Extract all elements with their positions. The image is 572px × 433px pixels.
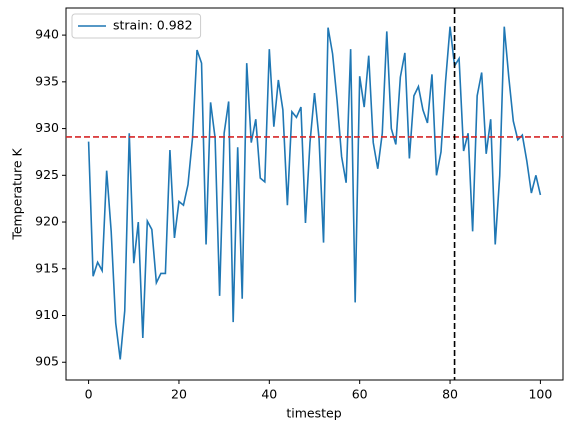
line-series: [87, 26, 542, 360]
y-tick-label: 905: [35, 354, 59, 369]
y-tick-label: 915: [35, 260, 59, 275]
x-tick-label: 100: [528, 387, 552, 402]
x-tick-label: 20: [171, 387, 187, 402]
y-tick-label: 925: [35, 167, 59, 182]
y-tick-label: 935: [35, 73, 59, 88]
y-tick-label: 920: [35, 214, 59, 229]
x-tick-label: 0: [85, 387, 93, 402]
x-axis-label: timestep: [286, 406, 341, 421]
x-tick-label: 80: [442, 387, 458, 402]
y-tick-label: 930: [35, 120, 59, 135]
x-tick-label: 40: [261, 387, 277, 402]
legend-frame: [71, 13, 202, 39]
legend-label: strain: 0.982: [113, 18, 193, 33]
plot-frame: [65, 7, 564, 381]
y-axis-label: Temperature K: [10, 148, 25, 241]
y-tick-label: 940: [35, 27, 59, 42]
y-tick-label: 910: [35, 307, 59, 322]
x-tick-label: 60: [352, 387, 368, 402]
legend: strain: 0.982: [71, 13, 202, 39]
